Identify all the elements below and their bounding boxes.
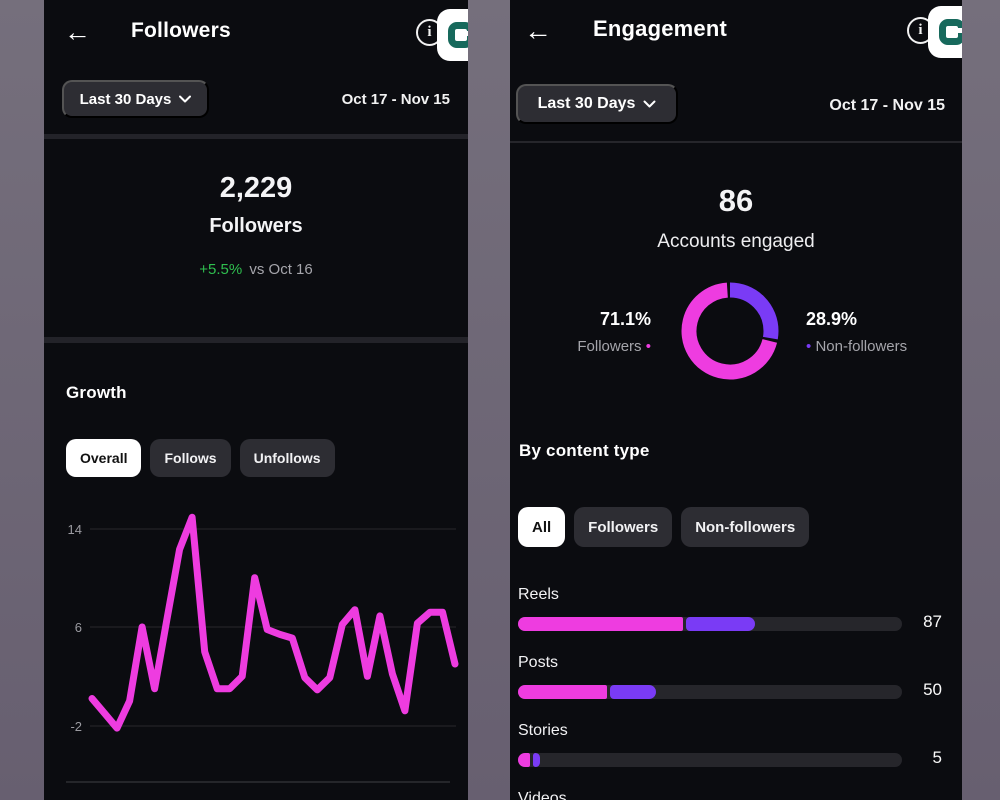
legend-nonfollowers: 28.9% • Non-followers — [806, 309, 962, 355]
delta-percent: +5.5% — [199, 261, 243, 278]
bar-track — [518, 753, 902, 767]
content-type-tabs: All Followers Non-followers — [518, 507, 810, 547]
nonfollowers-percent: 28.9% — [806, 309, 858, 329]
followers-delta-row: +5.5% vs Oct 16 — [44, 261, 468, 278]
page-title: Engagement — [593, 16, 728, 41]
nonfollowers-legend-label: • Non-followers — [806, 338, 962, 355]
bar-track — [518, 617, 902, 631]
bar-row-reels: Reels 87 — [510, 586, 962, 638]
accounts-engaged-count: 86 — [718, 183, 754, 218]
camera-glyph-icon — [939, 19, 962, 45]
growth-line-chart: 14 6 -2 — [66, 513, 459, 783]
date-range-selector-label: Last 30 Days — [79, 90, 172, 108]
bar-segment-nonfollowers — [532, 753, 540, 767]
bar-segment-followers — [518, 685, 608, 699]
back-arrow-icon[interactable]: ← — [64, 17, 91, 47]
followers-screen: ← Followers i Last 30 Days Oct 17 - Nov … — [44, 0, 468, 800]
section-divider — [44, 337, 468, 343]
tab-all[interactable]: All — [518, 507, 566, 547]
bar-label: Videos — [518, 790, 567, 800]
by-content-type-heading: By content type — [519, 441, 650, 460]
bar-segment-followers — [518, 617, 684, 631]
legend-text: Non-followers — [815, 338, 908, 355]
chevron-down-icon — [643, 100, 656, 108]
bar-label: Reels — [518, 586, 559, 603]
bar-track — [518, 685, 902, 699]
tab-non-followers[interactable]: Non-followers — [681, 507, 810, 547]
donut-segment-nonfollowers — [681, 282, 779, 380]
date-range-text: Oct 17 - Nov 15 — [341, 91, 450, 108]
bar-value: 50 — [923, 680, 942, 699]
accounts-engaged-label: Accounts engaged — [657, 231, 815, 252]
date-range-selector-label: Last 30 Days — [537, 95, 636, 112]
ytick-14: 14 — [68, 522, 82, 537]
bar-row-posts: Posts 50 — [510, 654, 962, 706]
growth-heading: Growth — [66, 383, 127, 402]
date-range-text: Oct 17 - Nov 15 — [829, 97, 945, 114]
bar-label: Posts — [518, 654, 559, 671]
tab-follows[interactable]: Follows — [150, 439, 231, 477]
section-divider — [510, 141, 962, 143]
engagement-screen: ← Engagement i Last 30 Days Oct 17 - Nov… — [510, 0, 962, 800]
bar-value: 87 — [923, 612, 942, 631]
magenta-dot-icon: • — [645, 338, 651, 355]
followers-count: 2,229 — [219, 172, 293, 204]
camera-glyph-icon — [448, 22, 468, 48]
ytick-6: 6 — [75, 620, 82, 635]
tab-overall[interactable]: Overall — [66, 439, 142, 477]
app-thumbnail-icon[interactable] — [928, 6, 962, 58]
section-divider — [44, 134, 468, 139]
growth-tabs: Overall Follows Unfollows — [66, 439, 335, 477]
date-range-selector[interactable]: Last 30 Days — [516, 84, 678, 124]
bar-segment-nonfollowers — [686, 617, 756, 631]
bar-value: 5 — [932, 748, 942, 767]
followers-count-label: Followers — [209, 215, 303, 237]
page-title: Followers — [131, 19, 231, 42]
followers-percent: 71.1% — [599, 309, 651, 329]
purple-dot-icon: • — [806, 338, 812, 355]
bar-segment-nonfollowers — [610, 685, 657, 699]
bar-row-stories: Stories 5 — [510, 722, 962, 774]
ytick-neg2: -2 — [70, 719, 82, 734]
bar-row-videos: Videos — [510, 790, 962, 800]
chevron-down-icon — [179, 95, 192, 103]
engagement-donut-chart — [681, 282, 779, 380]
bar-label: Stories — [518, 722, 568, 739]
growth-line-series — [88, 513, 459, 732]
delta-context: vs Oct 16 — [249, 261, 313, 278]
tab-unfollows[interactable]: Unfollows — [239, 439, 335, 477]
bar-segment-followers — [518, 753, 530, 767]
legend-text: Followers — [577, 338, 642, 355]
legend-followers: 71.1% Followers • — [510, 309, 651, 355]
followers-legend-label: Followers • — [510, 338, 651, 355]
date-range-selector[interactable]: Last 30 Days — [62, 80, 209, 118]
tab-followers[interactable]: Followers — [574, 507, 673, 547]
app-thumbnail-icon[interactable] — [437, 9, 468, 61]
back-arrow-icon[interactable]: ← — [524, 15, 552, 46]
